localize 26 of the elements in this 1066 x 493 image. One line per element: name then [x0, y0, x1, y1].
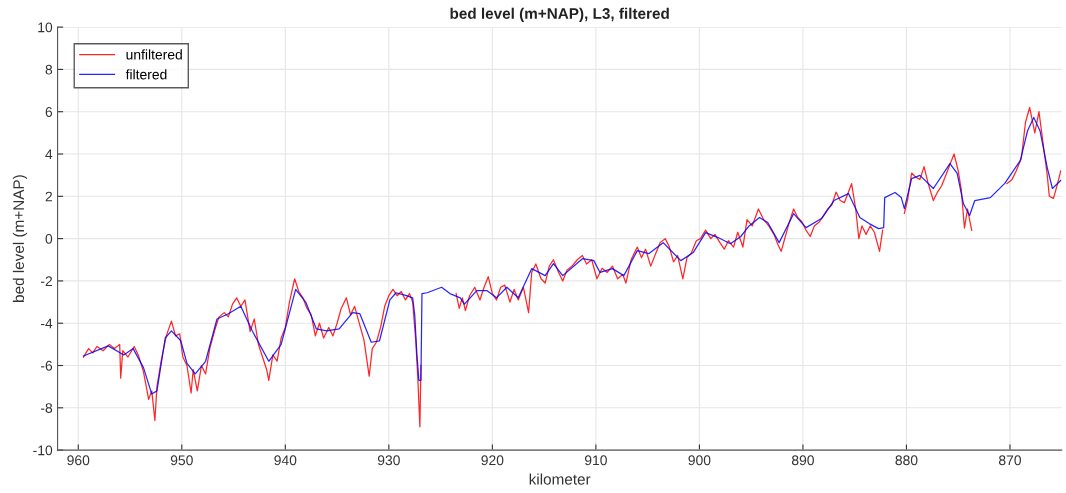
x-tick-label: 890: [791, 455, 814, 466]
x-tick-label: 920: [481, 455, 504, 466]
y-tick-label: -4: [40, 318, 53, 329]
x-tick-label: 870: [998, 455, 1022, 466]
y-tick-label: 2: [45, 191, 53, 202]
x-tick-label: 960: [67, 455, 90, 466]
y-tick-label: -8: [40, 403, 53, 413]
x-axis-title: kilometer: [529, 473, 591, 485]
legend-label: unfiltered: [126, 49, 182, 60]
x-tick-label: 930: [377, 455, 400, 466]
y-tick-label: -6: [40, 360, 53, 371]
x-tick-label: 910: [584, 455, 607, 466]
y-tick-label: 8: [45, 64, 53, 75]
y-tick-label: 6: [45, 107, 53, 117]
y-tick-label: 0: [45, 233, 53, 244]
x-tick-label: 950: [170, 455, 193, 466]
legend-label: filtered: [125, 69, 167, 80]
x-tick-label: 880: [895, 455, 918, 466]
y-tick-label: -2: [40, 276, 53, 286]
x-tick-label: 900: [688, 455, 711, 466]
y-axis-title: bed level (m+NAP): [12, 175, 28, 302]
y-tick-label: 10: [38, 22, 53, 33]
y-tick-label: 4: [45, 149, 53, 160]
chart-title: bed level (m+NAP), L3, filtered: [450, 7, 669, 22]
y-tick-label: -10: [33, 445, 53, 456]
x-tick-label: 940: [274, 455, 297, 466]
